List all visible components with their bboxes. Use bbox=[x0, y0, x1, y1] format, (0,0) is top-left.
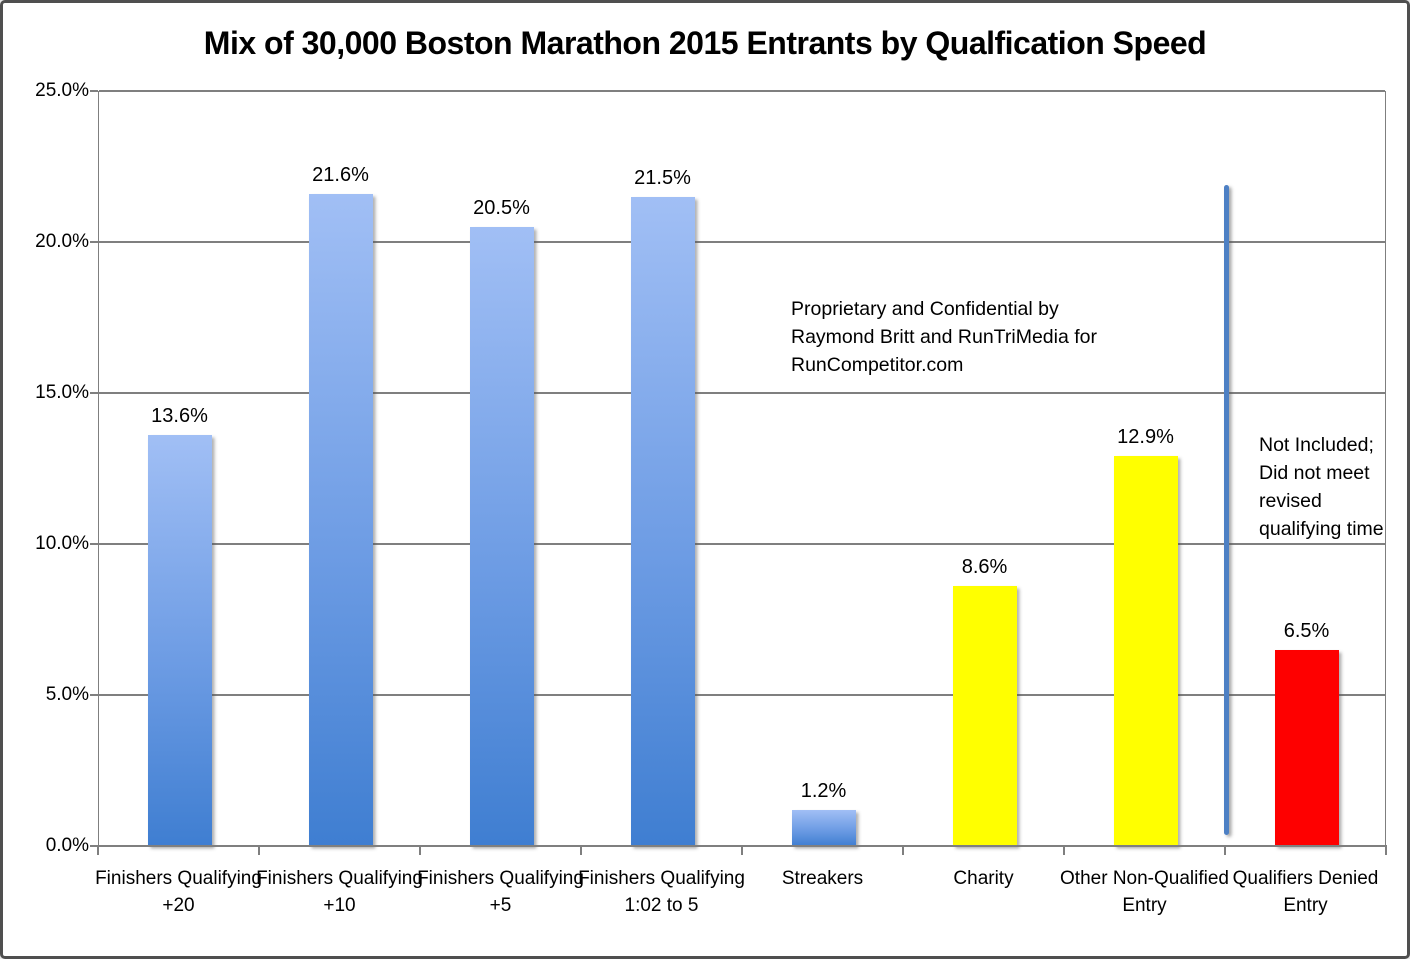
category-label: Charity bbox=[953, 868, 1014, 889]
category-label: Finishers Qualifying +20 bbox=[95, 868, 262, 916]
not-included-note: Not Included; Did not meet revised quali… bbox=[1259, 434, 1384, 540]
bar-value-label: 21.5% bbox=[634, 166, 691, 189]
x-tick-mark bbox=[97, 847, 99, 855]
bar-value-label: 21.6% bbox=[312, 163, 369, 186]
gridline-5.0% bbox=[99, 694, 1385, 696]
bar-value-label: 6.5% bbox=[1283, 619, 1330, 642]
x-tick-mark bbox=[902, 847, 904, 855]
bar-streakers bbox=[791, 809, 856, 846]
plot-area: 13.6% 21.6% 20.5% 21.5% 1.2% 8.6% 12.9% 6.5% bbox=[98, 90, 1386, 846]
gridline-20.0% bbox=[99, 241, 1385, 243]
gridline-15.0% bbox=[99, 392, 1385, 394]
bar-finishers-qualifying-10 bbox=[308, 193, 373, 846]
category-label: Finishers Qualifying 1:02 to 5 bbox=[578, 868, 745, 916]
bar-finishers-qualifying-20 bbox=[147, 435, 212, 846]
x-axis-line bbox=[98, 845, 1387, 847]
bar-other-non-qualified-entry bbox=[1113, 456, 1178, 846]
category-label: Finishers Qualifying +5 bbox=[417, 868, 584, 916]
category-label: Qualifiers Denied Entry bbox=[1232, 868, 1379, 916]
y-tick-label: 0.0% bbox=[45, 835, 89, 856]
x-tick-mark bbox=[258, 847, 260, 855]
bar-value-label: 20.5% bbox=[473, 196, 530, 219]
x-tick-mark bbox=[1063, 847, 1065, 855]
y-tick-mark bbox=[90, 694, 98, 696]
category-label: Other Non-Qualified Entry bbox=[1060, 868, 1229, 916]
bar-value-label: 1.2% bbox=[800, 779, 847, 802]
bar-value-label: 13.6% bbox=[151, 405, 208, 428]
x-tick-mark bbox=[1385, 847, 1387, 855]
x-tick-mark bbox=[580, 847, 582, 855]
y-tick-mark bbox=[90, 90, 98, 92]
bar-qualifiers-denied-entry bbox=[1274, 649, 1339, 846]
y-tick-mark bbox=[90, 241, 98, 243]
x-tick-mark bbox=[1224, 847, 1226, 855]
y-tick-mark bbox=[90, 845, 98, 847]
bar-value-label: 8.6% bbox=[961, 556, 1008, 579]
y-tick-label: 5.0% bbox=[45, 684, 89, 705]
bar-value-label: 12.9% bbox=[1117, 426, 1174, 449]
x-tick-mark bbox=[741, 847, 743, 855]
qualifier-cutoff-line bbox=[1223, 184, 1229, 836]
y-tick-label: 25.0% bbox=[35, 80, 89, 101]
y-tick-label: 15.0% bbox=[35, 382, 89, 403]
y-tick-mark bbox=[90, 392, 98, 394]
chart-title: Mix of 30,000 Boston Marathon 2015 Entra… bbox=[203, 25, 1207, 61]
y-tick-label: 10.0% bbox=[35, 533, 89, 554]
gridline-25.0% bbox=[99, 90, 1385, 92]
y-tick-mark bbox=[90, 543, 98, 545]
y-tick-label: 20.0% bbox=[35, 231, 89, 252]
proprietary-note: Proprietary and Confidential by Raymond … bbox=[791, 298, 1097, 376]
bar-finishers-qualifying-1-02-to-5 bbox=[630, 196, 695, 846]
x-tick-mark bbox=[419, 847, 421, 855]
gridline-10.0% bbox=[99, 543, 1385, 545]
category-label: Streakers bbox=[781, 868, 864, 889]
bar-charity bbox=[952, 586, 1017, 846]
bar-finishers-qualifying-5 bbox=[469, 226, 534, 846]
category-label: Finishers Qualifying +10 bbox=[256, 868, 423, 916]
